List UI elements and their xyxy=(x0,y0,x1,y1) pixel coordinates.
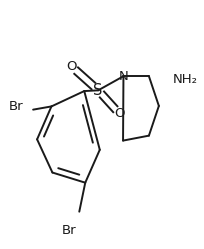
Text: N: N xyxy=(119,70,128,83)
Text: O: O xyxy=(66,60,76,73)
Text: S: S xyxy=(93,83,103,98)
Text: O: O xyxy=(114,107,124,120)
Text: NH₂: NH₂ xyxy=(173,73,198,86)
Text: Br: Br xyxy=(9,100,23,113)
Text: Br: Br xyxy=(62,224,77,238)
